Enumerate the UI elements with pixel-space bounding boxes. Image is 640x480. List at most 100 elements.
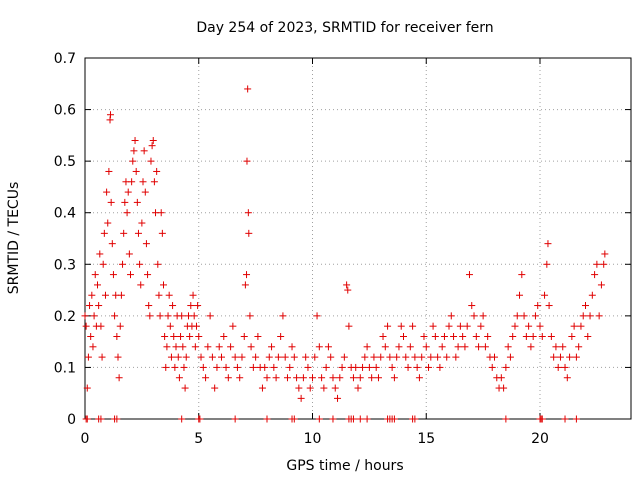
data-point — [413, 363, 421, 371]
data-point — [272, 374, 280, 382]
x-tick-label: 5 — [194, 431, 203, 447]
data-point — [136, 260, 144, 268]
data-point — [97, 322, 105, 330]
data-point — [120, 229, 128, 237]
data-point — [475, 343, 483, 351]
data-point — [177, 332, 185, 340]
data-point — [138, 219, 146, 227]
data-point — [123, 209, 131, 217]
data-point — [215, 343, 223, 351]
data-point — [89, 343, 97, 351]
data-point — [520, 312, 528, 320]
data-point — [309, 374, 316, 382]
y-tick-label: 0.1 — [54, 360, 76, 376]
data-point — [170, 332, 178, 340]
data-point — [171, 363, 179, 371]
y-tick-label: 0.6 — [54, 103, 76, 119]
data-point — [249, 363, 257, 371]
data-point — [100, 229, 108, 237]
data-point — [263, 374, 271, 382]
data-point — [318, 374, 326, 382]
data-point — [411, 353, 419, 361]
data-point — [258, 384, 266, 392]
data-point — [518, 271, 526, 279]
data-point — [192, 322, 200, 330]
data-point — [525, 322, 533, 330]
data-point — [379, 332, 387, 340]
data-point — [178, 312, 186, 320]
data-point — [172, 343, 180, 351]
data-point — [393, 353, 401, 361]
data-point — [233, 363, 241, 371]
data-point — [133, 198, 141, 206]
data-point — [180, 363, 188, 371]
data-point — [132, 167, 140, 175]
data-point — [229, 322, 237, 330]
data-point — [531, 312, 539, 320]
data-point — [111, 312, 119, 320]
data-point — [429, 322, 437, 330]
data-point — [91, 271, 99, 279]
data-point — [134, 229, 142, 237]
data-point — [82, 322, 90, 330]
data-point — [566, 353, 574, 361]
data-point — [406, 343, 414, 351]
data-point — [511, 322, 519, 330]
data-point — [166, 322, 174, 330]
data-point — [415, 374, 423, 382]
data-point — [113, 332, 121, 340]
data-point — [356, 415, 364, 423]
y-tick-label: 0.3 — [54, 257, 76, 273]
data-point — [252, 353, 260, 361]
data-point — [522, 332, 530, 340]
data-point — [461, 343, 469, 351]
data-point — [115, 374, 123, 382]
data-point — [502, 415, 510, 423]
data-point — [479, 312, 487, 320]
grid-lines — [85, 58, 631, 419]
y-tick-label: 0.4 — [54, 206, 76, 222]
data-point — [488, 363, 496, 371]
data-point — [438, 343, 446, 351]
data-point — [277, 332, 285, 340]
data-point — [158, 229, 166, 237]
data-point — [156, 312, 164, 320]
data-point — [409, 322, 417, 330]
data-point — [327, 353, 335, 361]
data-point — [144, 271, 152, 279]
data-point — [336, 374, 344, 382]
y-tick-label: 0 — [67, 412, 76, 428]
data-point — [174, 353, 182, 361]
data-point — [561, 363, 569, 371]
data-point — [153, 167, 161, 175]
data-point — [127, 271, 134, 279]
data-point — [374, 374, 382, 382]
data-point — [575, 343, 583, 351]
data-point — [147, 157, 155, 165]
data-point — [211, 384, 219, 392]
data-point — [544, 240, 552, 248]
data-point — [463, 322, 471, 330]
data-point — [372, 363, 380, 371]
data-point — [196, 415, 204, 423]
data-point — [150, 178, 158, 186]
data-point — [241, 281, 249, 289]
data-point — [270, 363, 278, 371]
data-point — [178, 415, 186, 423]
data-point — [125, 250, 133, 258]
data-point — [128, 178, 136, 186]
data-point — [454, 343, 462, 351]
data-point — [146, 312, 154, 320]
data-point — [81, 312, 89, 320]
data-point — [105, 167, 113, 175]
data-point — [534, 302, 542, 310]
data-point — [568, 332, 576, 340]
data-point — [195, 332, 203, 340]
data-points — [81, 85, 609, 423]
data-point — [359, 363, 367, 371]
data-point — [422, 343, 430, 351]
data-point — [220, 332, 228, 340]
data-point — [129, 157, 137, 165]
data-point — [338, 363, 346, 371]
